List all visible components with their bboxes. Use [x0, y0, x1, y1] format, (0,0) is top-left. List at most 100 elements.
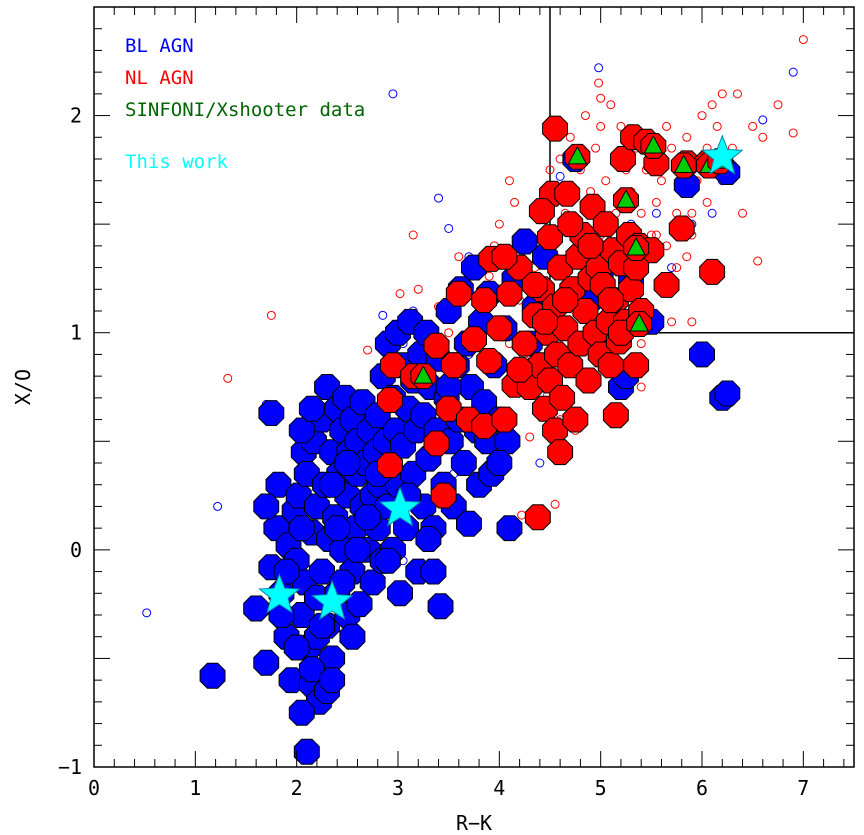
point-bl-agn	[714, 380, 741, 407]
point-nl-agn	[557, 352, 584, 379]
point-nl-agn-open	[788, 128, 798, 138]
point-nl-agn-open	[517, 510, 527, 520]
point-nl-agn	[376, 452, 403, 479]
point-bl-agn	[387, 580, 413, 607]
point-bl-agn	[199, 662, 226, 689]
point-bl-agn	[456, 510, 482, 537]
point-nl-agn-open	[707, 100, 717, 110]
point-bl-agn-open	[758, 115, 768, 125]
point-nl-agn-open	[596, 121, 606, 131]
point-sinfoni-xshooter-data	[643, 134, 664, 154]
point-nl-agn-open	[504, 176, 514, 186]
point-bl-agn	[673, 172, 700, 198]
point-nl-agn	[532, 308, 558, 335]
point-nl-agn-open	[454, 252, 464, 262]
point-bl-agn-open	[651, 208, 661, 218]
point-nl-agn	[423, 332, 450, 359]
point-bl-agn	[298, 395, 325, 422]
point-nl-agn	[471, 287, 498, 314]
point-nl-agn	[476, 348, 503, 374]
star-points	[258, 134, 744, 621]
point-bl-agn-open	[555, 171, 565, 181]
point-nl-agn	[486, 315, 513, 342]
point-nl-agn-open	[667, 143, 677, 153]
point-bl-agn	[354, 504, 381, 531]
point-bl-agn	[319, 471, 346, 498]
point-bl-agn	[293, 738, 320, 765]
point-nl-agn	[521, 272, 548, 298]
point-nl-agn-open	[395, 289, 405, 299]
point-nl-agn	[653, 272, 680, 298]
y-tick-label: 1	[70, 321, 82, 345]
point-bl-agn-open	[444, 223, 454, 233]
point-nl-agn	[511, 330, 538, 357]
point-bl-agn	[450, 450, 477, 476]
point-nl-agn-open	[616, 121, 626, 131]
point-nl-agn-open	[682, 252, 692, 262]
point-bl-agn	[258, 400, 285, 426]
point-this-work	[700, 134, 744, 175]
legend-bl-agn: BL AGN	[125, 35, 194, 57]
point-nl-agn	[668, 215, 695, 242]
point-bl-agn-open	[594, 63, 604, 73]
point-nl-agn	[623, 352, 650, 379]
point-nl-agn-open	[484, 271, 494, 281]
point-this-work	[310, 579, 354, 621]
point-sinfoni-xshooter-data	[413, 365, 434, 384]
legend-nl-agn: NL AGN	[125, 67, 194, 89]
point-nl-agn	[380, 352, 406, 379]
plot-frame	[93, 6, 855, 768]
filled-circle-points	[199, 115, 741, 765]
point-bl-agn	[339, 623, 366, 650]
point-bl-agn	[253, 493, 280, 520]
point-bl-agn-open	[378, 310, 388, 320]
point-nl-agn-open	[594, 78, 604, 88]
point-bl-agn	[309, 612, 335, 639]
point-nl-agn	[552, 287, 579, 314]
point-nl-agn-open	[732, 89, 742, 99]
point-nl-agn-open	[712, 121, 722, 131]
point-bl-agn	[511, 228, 538, 255]
point-nl-agn-open	[596, 93, 606, 103]
point-nl-agn-open	[662, 121, 672, 131]
point-nl-agn-open	[687, 317, 697, 327]
point-nl-agn-open	[656, 176, 666, 186]
point-bl-agn-open	[788, 67, 798, 77]
point-nl-agn	[597, 287, 624, 314]
point-bl-agn-open	[535, 458, 545, 468]
point-nl-agn	[549, 384, 576, 411]
point-nl-agn-open	[717, 89, 727, 99]
point-nl-agn	[610, 146, 636, 172]
x-tick-label: 6	[696, 776, 708, 800]
point-bl-agn	[689, 341, 715, 368]
point-bl-agn-open	[434, 193, 444, 203]
point-nl-agn-open	[682, 132, 692, 142]
point-nl-agn-open	[702, 197, 712, 207]
point-bl-agn	[427, 593, 454, 620]
point-nl-agn	[430, 482, 457, 509]
point-nl-agn-open	[223, 373, 233, 383]
point-nl-agn-open	[798, 35, 808, 45]
point-bl-agn	[415, 526, 442, 552]
point-nl-agn-open	[748, 121, 758, 131]
point-bl-agn-open	[213, 501, 223, 511]
point-sinfoni-xshooter-data	[567, 145, 588, 165]
x-tick-label: 0	[88, 776, 100, 800]
point-nl-agn	[445, 280, 472, 307]
y-tick-label: −1	[58, 755, 82, 779]
point-nl-agn-open	[525, 432, 535, 442]
legend: BL AGN NL AGN SINFONI/Xshooter data This…	[125, 35, 365, 173]
point-nl-agn-open	[697, 111, 707, 121]
point-nl-agn	[506, 356, 533, 383]
point-this-work	[378, 486, 422, 527]
point-bl-agn	[324, 515, 351, 542]
point-nl-agn	[461, 326, 487, 353]
point-sinfoni-xshooter-data	[626, 236, 646, 256]
point-nl-agn	[699, 258, 726, 285]
point-bl-agn	[496, 515, 523, 542]
point-nl-agn	[440, 352, 467, 379]
point-nl-agn-open	[773, 100, 783, 110]
point-nl-agn-open	[550, 499, 560, 509]
point-nl-agn-open	[636, 382, 646, 392]
